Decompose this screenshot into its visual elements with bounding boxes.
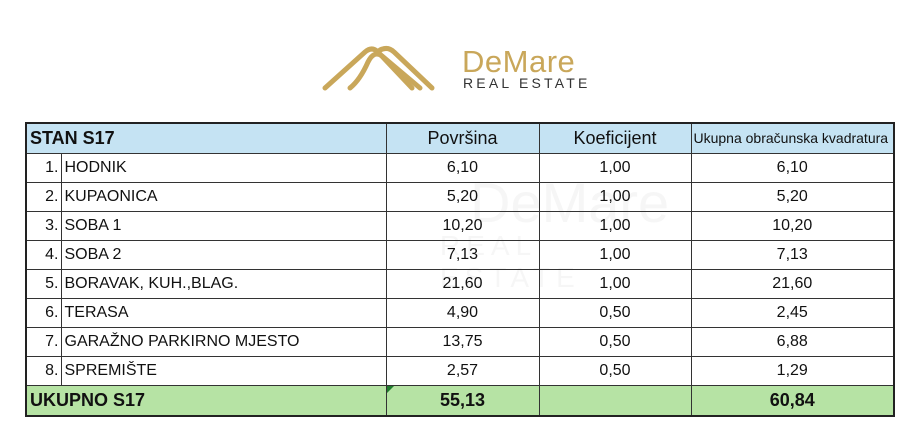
row-number: 1. [25,152,62,183]
room-coefficient: 1,00 [538,181,692,212]
row-number: 6. [25,297,62,328]
table-row: 2. KUPAONICA 5,20 1,00 5,20 [25,181,895,212]
logo-subtitle: REAL ESTATE [463,75,591,91]
header-total-area: Ukupna obračunska kvadratura [690,122,895,154]
room-name: TERASA [60,297,387,328]
header-area: Površina [385,122,540,154]
room-computed-area: 21,60 [690,268,895,299]
room-computed-area: 5,20 [690,181,895,212]
table-row: 3. SOBA 1 10,20 1,00 10,20 [25,210,895,241]
room-name: BORAVAK, KUH.,BLAG. [60,268,387,299]
table-row: 1. HODNIK 6,10 1,00 6,10 [25,152,895,183]
table-row: 7. GARAŽNO PARKIRNO MJESTO 13,75 0,50 6,88 [25,326,895,357]
room-computed-area: 1,29 [690,355,895,386]
demare-logo: DeMare REAL ESTATE [320,40,610,95]
total-computed-area: 60,84 [690,384,895,417]
table-row: 5. BORAVAK, KUH.,BLAG. 21,60 1,00 21,60 [25,268,895,299]
room-computed-area: 2,45 [690,297,895,328]
row-number: 8. [25,355,62,386]
row-number: 7. [25,326,62,357]
table-total-row: UKUPNO S17 55,13 60,84 [25,384,895,417]
room-area: 7,13 [385,239,540,270]
room-coefficient: 0,50 [538,326,692,357]
row-number: 4. [25,239,62,270]
room-area: 6,10 [385,152,540,183]
room-area: 21,60 [385,268,540,299]
room-coefficient: 1,00 [538,152,692,183]
apartment-area-table: STAN S17 Površina Koeficijent Ukupna obr… [25,122,895,417]
room-name: SOBA 2 [60,239,387,270]
room-coefficient: 1,00 [538,268,692,299]
room-computed-area: 6,10 [690,152,895,183]
room-coefficient: 1,00 [538,210,692,241]
room-computed-area: 6,88 [690,326,895,357]
table-header-row: STAN S17 Površina Koeficijent Ukupna obr… [25,122,895,154]
table-row: 6. TERASA 4,90 0,50 2,45 [25,297,895,328]
header-coefficient: Koeficijent [538,122,692,154]
total-area: 55,13 [385,384,540,417]
row-number: 2. [25,181,62,212]
room-coefficient: 1,00 [538,239,692,270]
room-area: 2,57 [385,355,540,386]
apartment-title: STAN S17 [25,122,387,154]
room-computed-area: 10,20 [690,210,895,241]
room-area: 13,75 [385,326,540,357]
row-number: 5. [25,268,62,299]
room-name: SPREMIŠTE [60,355,387,386]
room-name: KUPAONICA [60,181,387,212]
total-coefficient [538,384,692,417]
room-coefficient: 0,50 [538,355,692,386]
row-number: 3. [25,210,62,241]
room-name: HODNIK [60,152,387,183]
logo-brand: DeMare [462,44,576,79]
roof-logo-icon [322,45,435,91]
room-area: 10,20 [385,210,540,241]
room-area: 4,90 [385,297,540,328]
room-name: SOBA 1 [60,210,387,241]
room-computed-area: 7,13 [690,239,895,270]
total-label: UKUPNO S17 [25,384,387,417]
table-row: 4. SOBA 2 7,13 1,00 7,13 [25,239,895,270]
table-row: 8. SPREMIŠTE 2,57 0,50 1,29 [25,355,895,386]
room-name: GARAŽNO PARKIRNO MJESTO [60,326,387,357]
room-coefficient: 0,50 [538,297,692,328]
room-area: 5,20 [385,181,540,212]
